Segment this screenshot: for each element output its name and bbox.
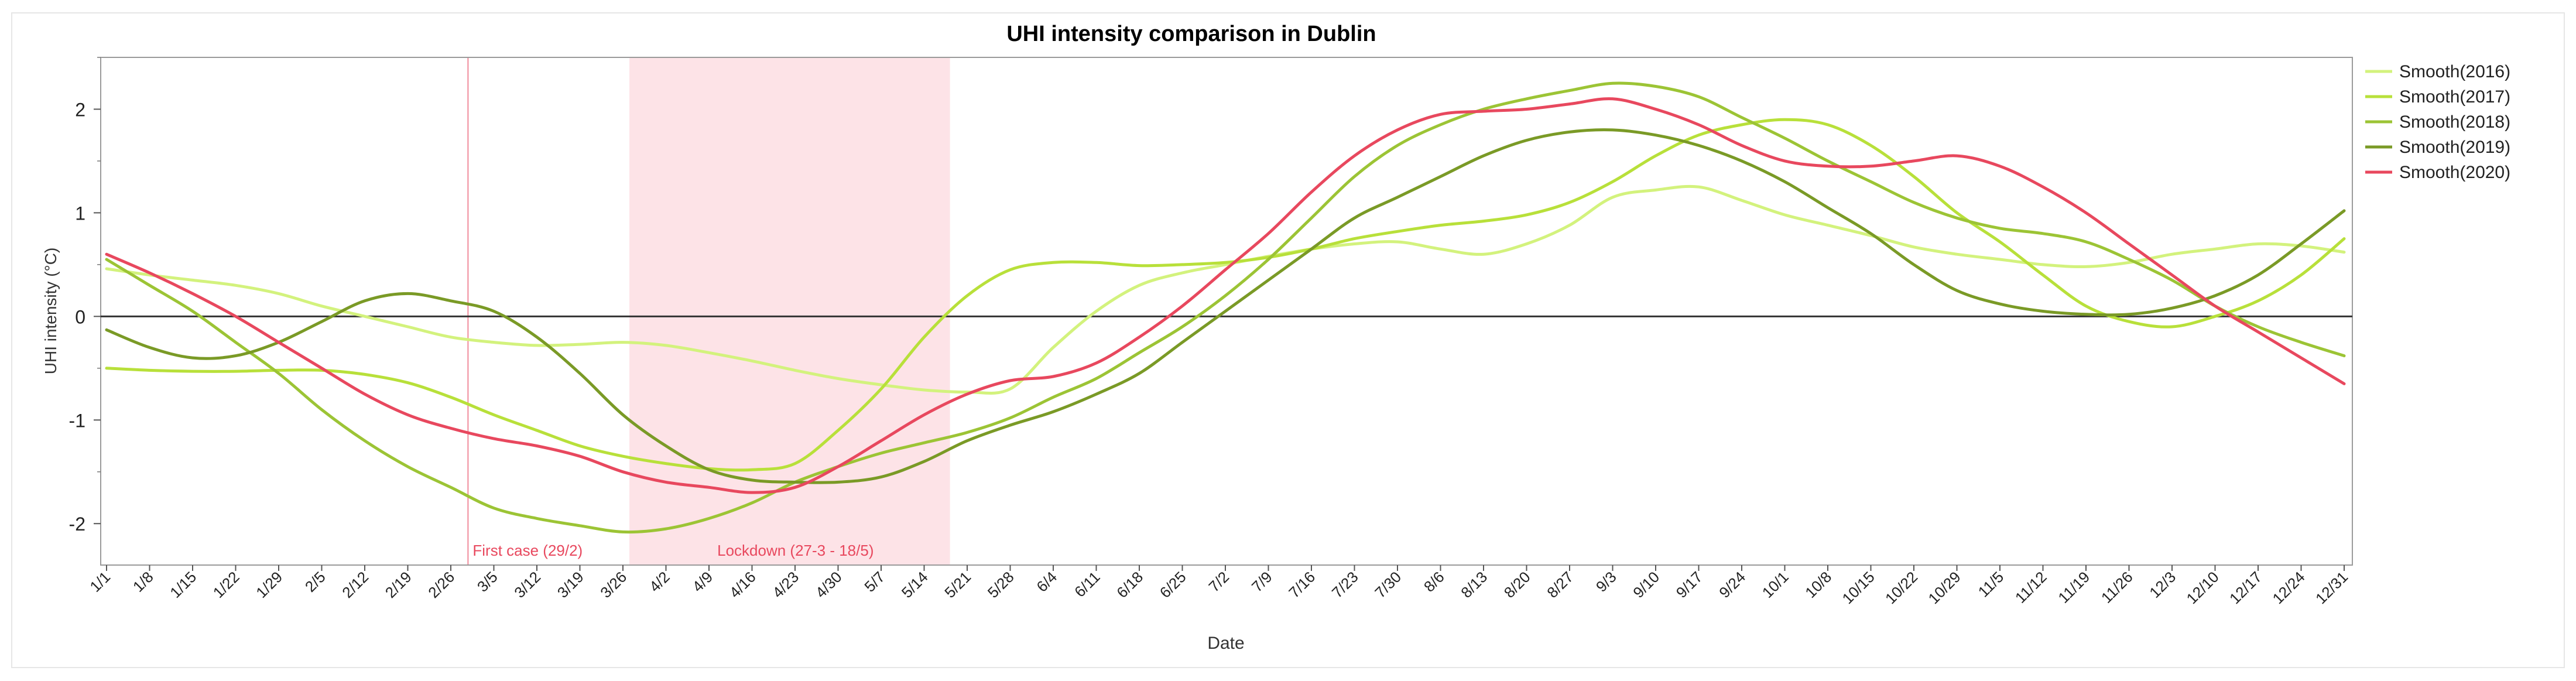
series-line-smooth-2017 — [105, 118, 2346, 472]
y-tick-label: -1 — [69, 410, 85, 431]
y-tick-label: -2 — [69, 514, 85, 535]
y-axis-label: UHI intensity (°C) — [42, 248, 60, 375]
y-tick-label: 0 — [75, 306, 85, 327]
legend-label: Smooth(2019) — [2399, 138, 2510, 157]
series-line-smooth-2018 — [105, 81, 2346, 534]
y-tick-label: 2 — [75, 99, 85, 120]
x-axis-label: Date — [1207, 634, 1244, 653]
figure-frame — [11, 12, 2565, 668]
series-line-smooth-2020 — [105, 97, 2346, 494]
series-line-smooth-2016 — [105, 184, 2346, 395]
lockdown-label: Lockdown (27-3 - 18/5) — [717, 542, 873, 559]
first-case-label: First case (29/2) — [472, 542, 583, 559]
legend-label: Smooth(2018) — [2399, 112, 2510, 132]
lockdown-band — [629, 57, 950, 565]
series-line-smooth-2019 — [105, 128, 2346, 484]
legend-label: Smooth(2017) — [2399, 87, 2510, 107]
plot-frame — [100, 57, 2353, 566]
legend-label: Smooth(2016) — [2399, 62, 2510, 81]
chart-title: UHI intensity comparison in Dublin — [1006, 22, 1376, 46]
legend-label: Smooth(2020) — [2399, 163, 2510, 182]
y-tick-label: 1 — [75, 203, 85, 224]
